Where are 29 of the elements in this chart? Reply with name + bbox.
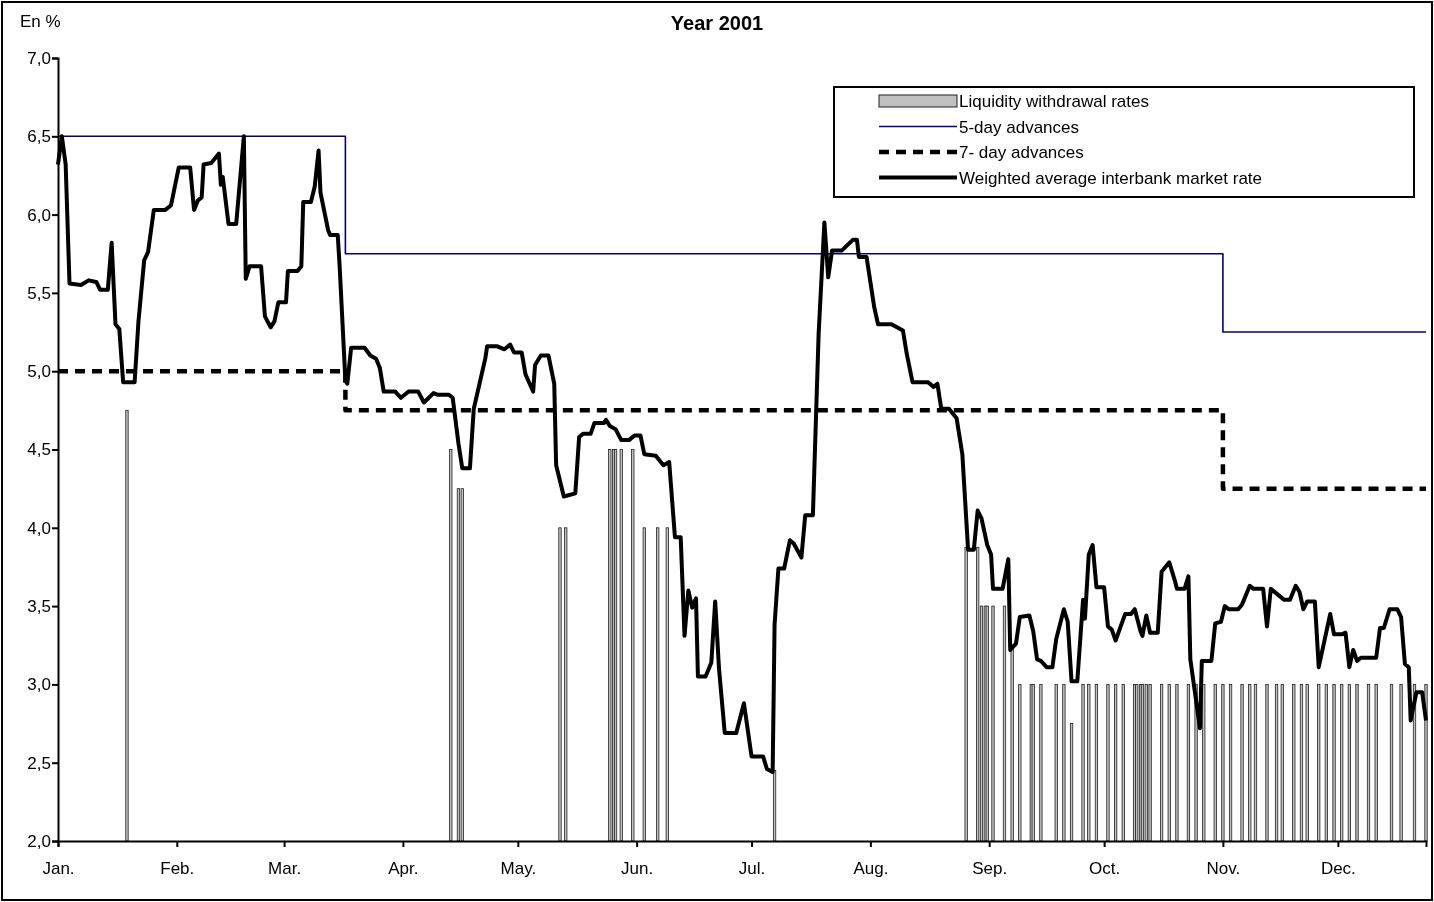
x-tick-label: Oct. <box>1089 858 1121 878</box>
y-tick-label: 5,5 <box>27 283 51 303</box>
y-tick-label: 6,0 <box>27 205 51 225</box>
y-tick-label: 7,0 <box>27 48 51 68</box>
x-tick-label: Dec. <box>1320 858 1356 878</box>
x-tick-label: Sep. <box>972 858 1008 878</box>
x-tick-label: Nov. <box>1206 858 1241 878</box>
y-tick-label: 4,5 <box>27 440 51 460</box>
x-tick-label: Jul. <box>738 858 766 878</box>
x-tick-label: Jan. <box>42 858 75 878</box>
y-tick-label: 4,0 <box>27 518 51 538</box>
x-tick-label: Feb. <box>160 858 195 878</box>
y-tick-label: 5,0 <box>27 362 51 382</box>
y-tick-label: 6,5 <box>27 127 51 147</box>
chart-title: Year 2001 <box>670 12 764 34</box>
y-tick-label: 3,5 <box>27 597 51 617</box>
y-axis-title: En % <box>20 12 61 31</box>
y-tick-label: 2,0 <box>27 831 51 851</box>
legend-label: 5-day advances <box>959 117 1080 137</box>
x-tick-label: Apr. <box>388 858 419 878</box>
legend-label: Weighted average interbank market rate <box>959 168 1263 188</box>
x-tick-label: Aug. <box>853 858 889 878</box>
legend-label: 7- day advances <box>959 143 1084 162</box>
x-tick-label: May. <box>500 858 537 878</box>
legend-label: Liquidity withdrawal rates <box>959 92 1149 111</box>
y-tick-label: 2,5 <box>27 753 51 773</box>
x-tick-label: Jun. <box>621 858 654 878</box>
x-tick-label: Mar. <box>268 858 302 878</box>
y-tick-label: 3,0 <box>27 675 51 695</box>
